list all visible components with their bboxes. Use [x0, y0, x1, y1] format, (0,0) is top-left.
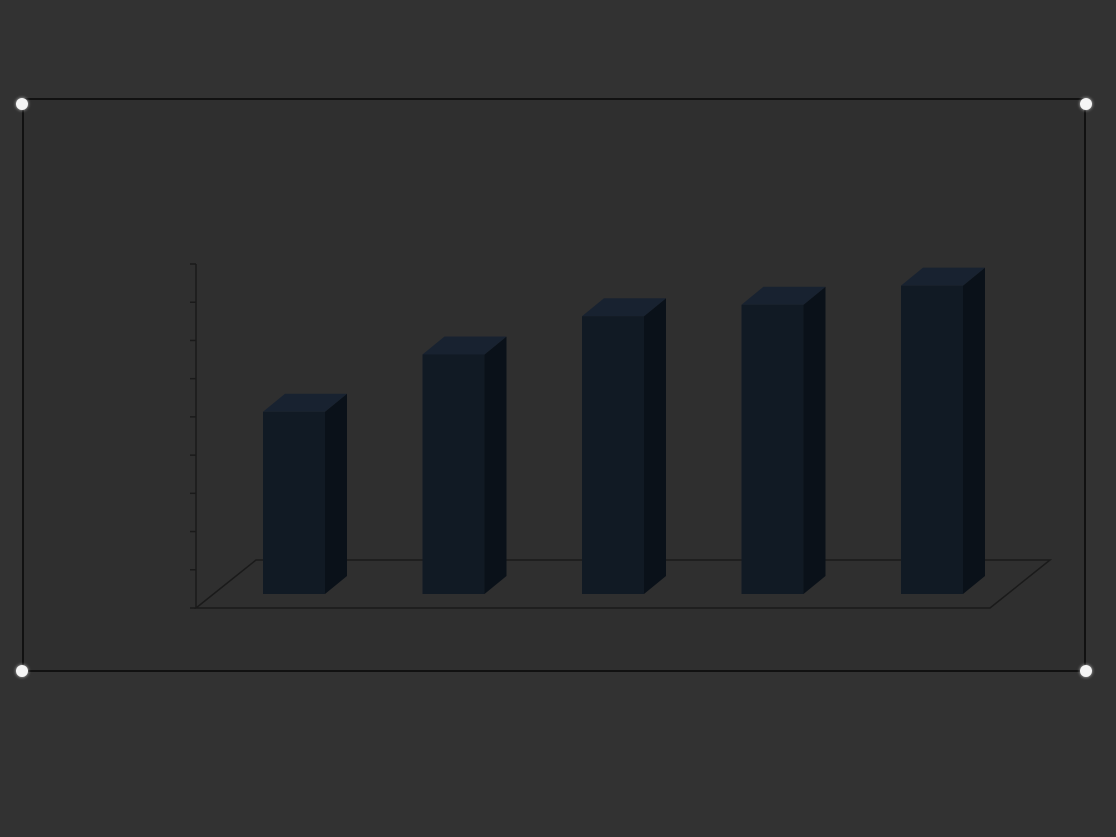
bar-side — [325, 393, 347, 594]
chart-axes — [193, 264, 1053, 609]
bar-top — [422, 336, 507, 355]
bar-front — [901, 285, 963, 594]
bar-top — [741, 286, 826, 305]
bar-side — [484, 336, 507, 594]
bar-top — [582, 298, 666, 317]
bar[interactable] — [422, 336, 507, 594]
chart-floor — [193, 559, 1053, 609]
bar-front — [741, 304, 804, 594]
bar-top — [901, 267, 985, 286]
bar[interactable] — [741, 286, 826, 594]
resize-handle-bottom-left[interactable] — [16, 665, 28, 677]
bar-side — [803, 286, 826, 594]
bar-side — [963, 267, 985, 594]
bar[interactable] — [582, 298, 666, 594]
bar-front — [582, 316, 644, 594]
bar-top — [263, 393, 347, 412]
y-axis-ticks — [190, 263, 196, 609]
chart-bars — [263, 267, 985, 594]
resize-handle-bottom-right[interactable] — [1080, 665, 1092, 677]
bar[interactable] — [263, 393, 347, 594]
resize-handle-top-right[interactable] — [1080, 98, 1092, 110]
bar-front — [422, 354, 485, 594]
bar[interactable] — [901, 267, 985, 594]
bar-side — [644, 298, 666, 594]
resize-handle-top-left[interactable] — [16, 98, 28, 110]
bar-front — [263, 411, 325, 594]
